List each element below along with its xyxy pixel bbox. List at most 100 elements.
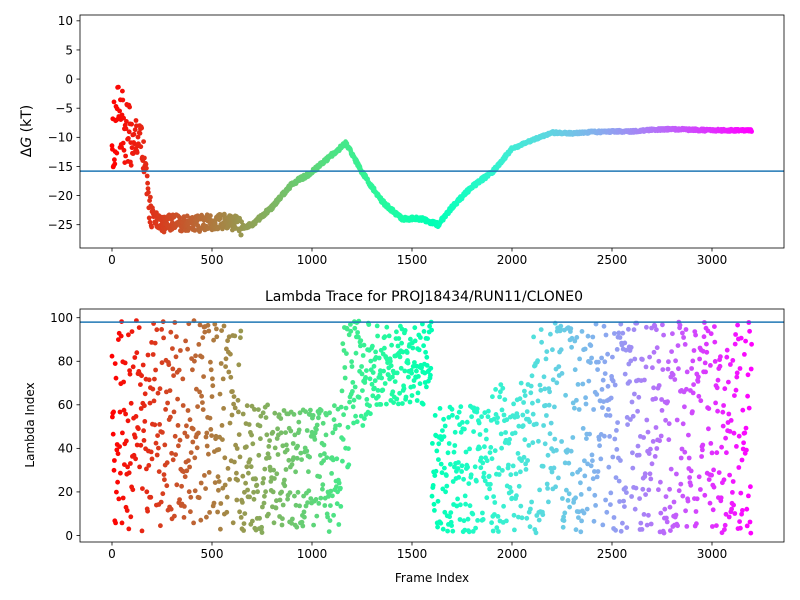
data-point	[707, 500, 713, 506]
data-point	[588, 360, 593, 365]
data-point	[421, 343, 426, 349]
data-point	[236, 409, 241, 415]
data-point	[502, 397, 508, 402]
data-point	[402, 368, 408, 374]
data-point	[656, 487, 661, 493]
data-point	[381, 368, 386, 374]
data-point	[174, 334, 179, 340]
data-point	[251, 489, 256, 495]
data-point	[299, 519, 305, 525]
data-point	[342, 365, 348, 370]
data-point	[584, 436, 589, 441]
data-point	[128, 400, 134, 406]
data-point	[708, 441, 714, 446]
data-point	[724, 450, 729, 456]
data-point	[459, 469, 464, 474]
data-point	[299, 457, 304, 462]
data-point	[632, 506, 638, 512]
data-point	[469, 414, 474, 420]
data-point	[579, 518, 584, 524]
data-point	[545, 452, 551, 458]
data-point	[663, 494, 669, 499]
data-point	[372, 385, 377, 391]
data-point	[274, 498, 279, 504]
data-point	[222, 211, 227, 217]
data-point	[643, 364, 649, 370]
data-point	[182, 430, 188, 436]
data-point	[708, 331, 714, 337]
data-point	[301, 509, 307, 515]
data-point	[748, 366, 754, 372]
data-point	[495, 514, 501, 519]
data-point	[636, 452, 642, 458]
data-point	[379, 375, 384, 381]
data-point	[138, 144, 144, 150]
data-point	[726, 514, 732, 520]
data-point	[650, 439, 656, 444]
data-point	[120, 140, 126, 146]
data-point	[277, 497, 283, 503]
data-point	[231, 394, 237, 399]
data-point	[202, 473, 207, 478]
data-point	[524, 515, 530, 521]
data-point	[432, 508, 437, 513]
data-point	[245, 487, 251, 493]
data-point	[576, 407, 582, 412]
data-point	[666, 359, 671, 365]
data-point	[346, 446, 351, 451]
delta-g-y-axis-label: ΔG (kT)	[19, 105, 35, 157]
data-point	[424, 363, 430, 368]
data-point	[455, 466, 461, 471]
data-point	[542, 441, 548, 447]
data-point	[518, 469, 523, 475]
data-point	[342, 375, 348, 381]
data-point	[427, 323, 432, 329]
data-point	[247, 494, 253, 500]
data-point	[312, 437, 318, 442]
data-point	[450, 479, 456, 484]
data-point	[137, 130, 143, 136]
data-point	[294, 455, 300, 461]
data-point	[331, 512, 336, 518]
data-point	[742, 352, 747, 357]
data-point	[139, 125, 145, 131]
data-point	[643, 492, 648, 497]
data-point	[603, 332, 609, 338]
data-point	[448, 461, 453, 467]
data-point	[121, 147, 127, 153]
data-point	[120, 430, 125, 436]
data-point	[352, 384, 358, 390]
data-point	[185, 346, 191, 352]
data-point	[267, 438, 272, 443]
data-point	[556, 364, 562, 369]
data-point	[624, 525, 630, 530]
data-point	[633, 485, 639, 491]
data-point	[731, 430, 737, 436]
data-point	[376, 394, 381, 399]
data-point	[282, 477, 287, 483]
data-point	[611, 515, 617, 520]
data-point	[172, 433, 178, 439]
data-point	[540, 463, 546, 469]
data-point	[585, 461, 590, 467]
data-point	[216, 487, 221, 493]
data-point	[578, 529, 584, 535]
data-point	[565, 447, 570, 453]
data-point	[745, 372, 751, 378]
data-point	[597, 443, 602, 449]
data-point	[554, 447, 559, 453]
data-point	[488, 481, 493, 487]
data-point	[238, 335, 243, 341]
data-point	[617, 335, 623, 340]
data-point	[194, 445, 200, 451]
data-point	[164, 460, 170, 466]
data-point	[472, 464, 478, 470]
data-point	[300, 523, 306, 529]
data-point	[721, 403, 726, 408]
data-point	[238, 328, 244, 334]
y-tick-label: −15	[48, 160, 73, 174]
data-point	[364, 368, 369, 373]
data-point	[125, 136, 131, 141]
data-point	[659, 397, 664, 402]
data-point	[272, 410, 278, 416]
